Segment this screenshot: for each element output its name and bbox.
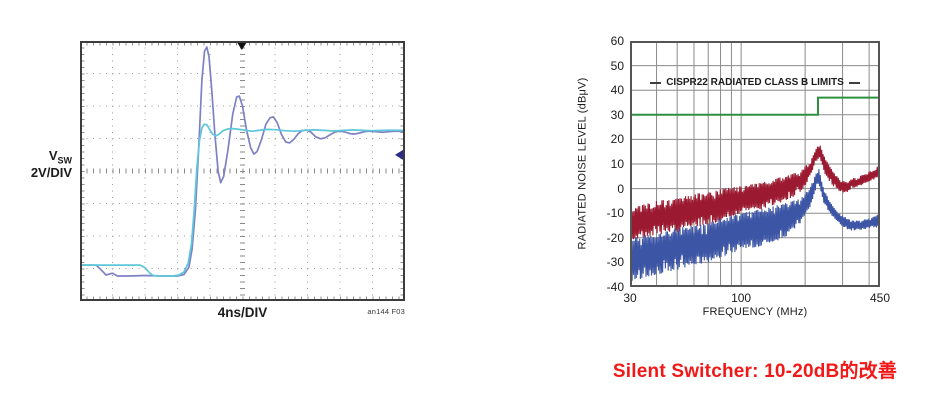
limit-leader-line-left bbox=[650, 81, 662, 84]
emi-y-tick: -40 bbox=[606, 280, 624, 294]
emi-x-axis-title: FREQUENCY (MHz) bbox=[702, 306, 808, 318]
emi-y-axis-title: RADIATED NOISE LEVEL (dBμV) bbox=[576, 77, 589, 250]
oscilloscope-plot bbox=[80, 41, 405, 301]
cispr-limit-annotation: CISPR22 RADIATED CLASS B LIMITS bbox=[630, 77, 880, 88]
scope-signal-name: VSW bbox=[48, 148, 72, 166]
emi-x-tick: 100 bbox=[731, 291, 752, 305]
scope-y-axis-label: VSW 2V/DIV bbox=[16, 148, 72, 180]
caption-silent-switcher-improvement: Silent Switcher: 10-20dB的改善 bbox=[612, 361, 898, 382]
emi-y-tick: 60 bbox=[610, 34, 624, 48]
scope-volts-per-div: 2V/DIV bbox=[30, 164, 72, 180]
limit-leader-line-right bbox=[848, 81, 860, 84]
limit-annotation-text: CISPR22 RADIATED CLASS B LIMITS bbox=[666, 77, 844, 88]
emi-noise-plot bbox=[630, 41, 880, 287]
scope-figure-reference: an144 F03 bbox=[367, 307, 405, 316]
emi-x-tick: 450 bbox=[869, 291, 891, 305]
scope-timebase-label: 4ns/DIV bbox=[217, 305, 268, 320]
emi-x-tick: 30 bbox=[623, 291, 637, 305]
